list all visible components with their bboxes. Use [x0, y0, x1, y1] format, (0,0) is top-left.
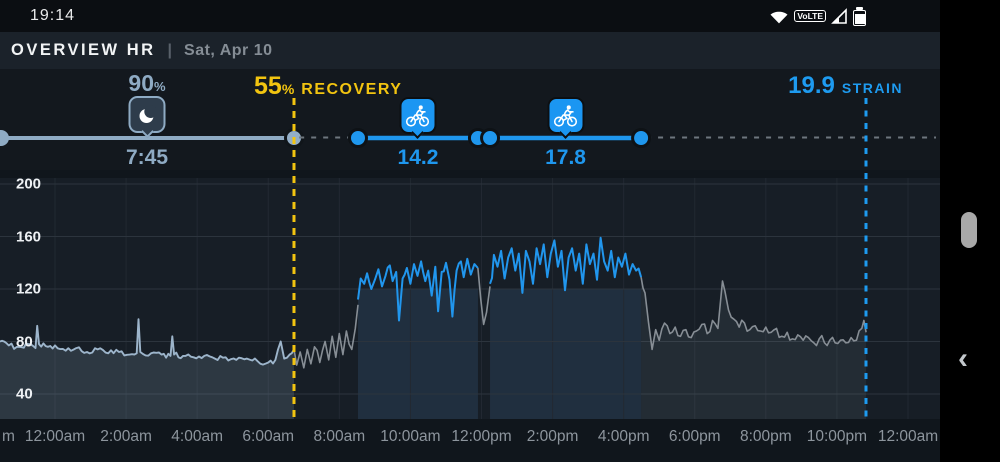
wifi-icon	[770, 11, 788, 23]
signal-icon	[831, 8, 847, 24]
moon-icon	[139, 104, 157, 123]
x-axis-label: 2:00pm	[526, 428, 579, 445]
activity-badge-cycling[interactable]	[399, 97, 437, 139]
x-axis-label: 12:00am	[877, 428, 939, 445]
y-axis-label: 200	[16, 175, 42, 193]
x-axis-label-partial: m	[2, 428, 15, 445]
status-icons: VoLTE	[769, 5, 866, 27]
cycling-icon	[553, 104, 578, 127]
y-axis-label: 40	[16, 385, 33, 403]
x-axis-label: 12:00am	[24, 428, 86, 445]
side-rail: ‹	[940, 0, 1000, 462]
strain-word: STRAIN	[841, 80, 903, 96]
x-axis-label: 6:00pm	[668, 428, 721, 445]
x-axis-label: 10:00pm	[806, 428, 868, 445]
x-axis-label: 4:00am	[171, 428, 224, 445]
header-divider: |	[167, 41, 173, 59]
scrollbar-thumb[interactable]	[961, 212, 977, 248]
hr-chart[interactable]	[0, 170, 940, 462]
y-axis-label: 80	[16, 333, 33, 350]
volte-label: VoLTE	[797, 10, 823, 21]
sleep-score-percent: %	[154, 79, 166, 94]
sleep-badge[interactable]	[128, 96, 166, 138]
status-bar: 19:14 VoLTE	[0, 0, 940, 32]
y-axis-label: 160	[16, 228, 42, 245]
activity-strain-label: 14.2	[397, 146, 439, 169]
x-axis-label: 4:00pm	[597, 428, 650, 445]
x-axis-label: 8:00am	[313, 428, 366, 445]
battery-icon	[853, 6, 866, 26]
strain-score[interactable]: 19.9 STRAIN	[788, 72, 903, 100]
x-axis-label: 6:00am	[242, 428, 295, 445]
x-axis-label: 10:00am	[380, 428, 441, 445]
activity-strain-label: 17.8	[545, 146, 586, 169]
x-axis-label: 8:00pm	[739, 428, 792, 445]
volte-icon: VoLTE	[794, 9, 826, 23]
header-bar: OVERVIEW HR | Sat, Apr 10	[0, 32, 940, 69]
x-axis-label: 12:00pm	[451, 428, 512, 445]
sleep-score: 90%	[128, 70, 165, 97]
strain-value: 19.9	[788, 72, 835, 99]
x-axis-label: 2:00am	[100, 428, 152, 445]
sleep-duration: 7:45	[125, 146, 169, 169]
activity-badge-cycling[interactable]	[547, 97, 585, 139]
recovery-percent: %	[281, 81, 295, 97]
page-title: OVERVIEW HR	[11, 41, 156, 59]
y-axis-label: 120	[16, 280, 42, 298]
cycling-icon	[406, 104, 430, 127]
header-date[interactable]: Sat, Apr 10	[184, 41, 273, 59]
sleep-score-value: 90	[128, 70, 155, 96]
recovery-score[interactable]: 55% RECOVERY	[254, 72, 402, 101]
recovery-word: RECOVERY	[301, 81, 403, 98]
recovery-value: 55	[254, 72, 282, 100]
back-chevron-icon[interactable]: ‹	[958, 342, 968, 375]
status-clock: 19:14	[30, 7, 76, 24]
